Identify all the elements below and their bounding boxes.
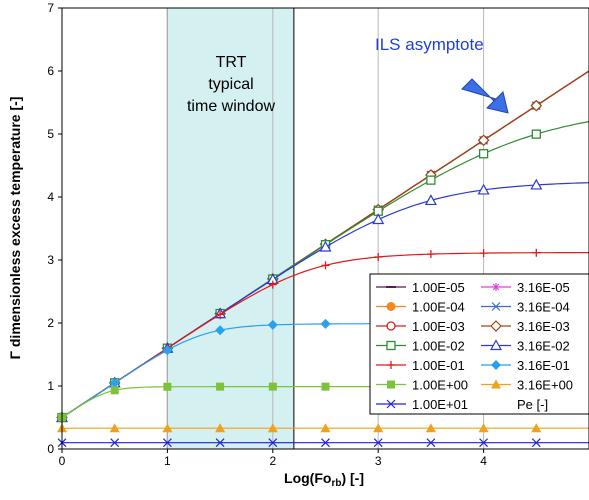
data-point xyxy=(374,253,382,261)
legend-label: 3.16E-05 xyxy=(517,280,570,295)
y-tick-label: 3 xyxy=(47,253,54,267)
x-axis-title-suffix: ) [-] xyxy=(341,470,364,486)
data-point xyxy=(321,319,331,329)
series xyxy=(57,423,589,432)
legend-label: 1.00E-04 xyxy=(412,300,465,315)
legend-label: 3.16E-01 xyxy=(517,358,570,373)
data-point xyxy=(322,261,330,269)
legend-label: 3.16E-03 xyxy=(517,319,570,334)
data-point xyxy=(532,130,540,138)
y-tick-label: 7 xyxy=(47,1,54,15)
y-tick-label: 6 xyxy=(47,64,54,78)
x-tick-label: 2 xyxy=(269,454,276,468)
series xyxy=(58,439,589,447)
legend-label: 1.00E-02 xyxy=(412,339,465,354)
legend-label: 1.00E+00 xyxy=(412,378,468,393)
legend-label: 3.16E+00 xyxy=(517,378,573,393)
x-tick-label: 3 xyxy=(375,454,382,468)
x-axis-title-sub: rb xyxy=(331,478,341,489)
ils-asymptote-label: ILS asymptote xyxy=(375,35,484,54)
x-tick-label: 0 xyxy=(59,454,66,468)
legend-label: 3.16E-02 xyxy=(517,339,570,354)
data-point xyxy=(480,249,488,257)
data-point xyxy=(163,383,171,391)
data-point xyxy=(111,386,119,394)
data-point xyxy=(532,249,540,257)
data-point xyxy=(322,383,330,391)
y-tick-label: 4 xyxy=(47,190,54,204)
legend-label: 1.00E+01 xyxy=(412,397,468,412)
window-label-line-3: time window xyxy=(187,98,275,115)
legend-title: Pe [-] xyxy=(517,397,548,412)
data-point xyxy=(387,342,395,350)
data-point xyxy=(492,283,500,291)
x-tick-label: 4 xyxy=(480,454,487,468)
legend: 1.00E-05 3.16E-05 1.00E-04 3.16E-04 1.00E-03… xyxy=(370,274,589,414)
window-label-line-1: TRT xyxy=(216,54,247,71)
legend-label: 3.16E-04 xyxy=(517,300,570,315)
legend-label: 1.00E-03 xyxy=(412,319,465,334)
y-tick-label: 0 xyxy=(47,442,54,456)
data-point xyxy=(480,150,488,158)
y-tick-label: 2 xyxy=(47,316,54,330)
data-point xyxy=(387,322,395,330)
arrow-shape xyxy=(462,79,508,113)
y-tick-label: 1 xyxy=(47,379,54,393)
legend-label: 1.00E-01 xyxy=(412,358,465,373)
data-point xyxy=(216,383,224,391)
data-point xyxy=(387,381,395,389)
legend-label: 1.00E-05 xyxy=(412,280,465,295)
window-label-line-2: typical xyxy=(208,76,253,93)
y-tick-label: 5 xyxy=(47,127,54,141)
x-tick-label: 1 xyxy=(164,454,171,468)
data-point xyxy=(427,176,435,184)
data-point xyxy=(387,303,395,311)
data-point xyxy=(427,250,435,258)
x-axis-title: Log(Forb) [-] xyxy=(284,470,364,489)
data-point xyxy=(269,383,277,391)
y-axis-title: Γ dimensionless excess temperature [-] xyxy=(7,97,23,360)
ils-arrow-icon xyxy=(462,79,508,113)
x-axis-title-main: Log(Fo xyxy=(284,470,331,486)
